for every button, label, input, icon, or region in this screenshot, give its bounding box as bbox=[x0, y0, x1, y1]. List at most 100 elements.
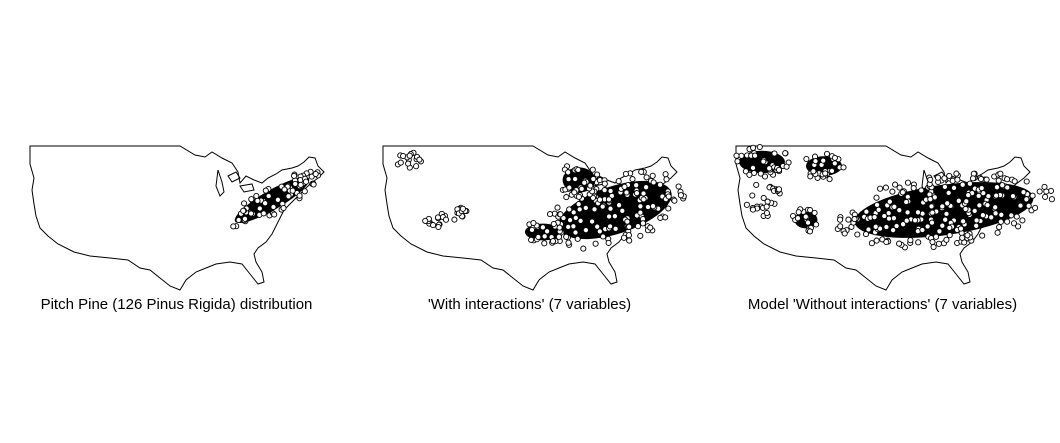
open-circle-marker bbox=[939, 222, 946, 229]
open-circle-marker bbox=[749, 192, 756, 199]
open-circle-marker bbox=[883, 238, 890, 246]
open-circle-marker bbox=[563, 194, 570, 201]
open-circle-marker bbox=[934, 174, 942, 181]
open-circle-marker bbox=[943, 210, 950, 217]
open-circle-marker bbox=[572, 175, 579, 183]
open-circle-marker bbox=[575, 193, 582, 200]
open-circle-marker bbox=[979, 232, 986, 239]
open-circle-marker bbox=[914, 209, 922, 216]
open-circle-marker bbox=[903, 198, 910, 206]
open-circle-marker bbox=[570, 223, 577, 230]
open-circle-marker bbox=[566, 206, 573, 213]
open-circle-marker bbox=[571, 189, 578, 196]
open-circle-marker bbox=[615, 178, 622, 185]
open-circle-marker bbox=[1029, 192, 1036, 199]
open-circle-marker bbox=[289, 187, 296, 194]
open-circle-marker bbox=[640, 196, 647, 203]
open-circle-marker bbox=[1036, 188, 1043, 195]
open-circle-marker bbox=[1042, 193, 1049, 200]
open-circle-marker bbox=[756, 143, 763, 151]
open-circle-marker bbox=[530, 219, 537, 227]
open-circle-marker bbox=[601, 187, 608, 194]
open-circle-marker bbox=[871, 214, 878, 221]
open-circle-marker bbox=[997, 218, 1004, 225]
open-circle-marker bbox=[828, 167, 836, 174]
open-circle-marker bbox=[885, 210, 892, 217]
open-circle-marker bbox=[633, 190, 640, 197]
open-circle-marker bbox=[1004, 218, 1011, 225]
open-circle-marker bbox=[733, 152, 740, 159]
prediction-points bbox=[394, 149, 687, 252]
open-circle-marker bbox=[930, 243, 937, 251]
open-circle-marker bbox=[872, 223, 879, 230]
open-circle-marker bbox=[575, 201, 582, 208]
open-circle-marker bbox=[837, 223, 844, 230]
open-circle-marker bbox=[634, 223, 642, 230]
open-circle-marker bbox=[605, 239, 612, 246]
open-circle-marker bbox=[270, 203, 277, 211]
open-circle-marker bbox=[965, 192, 972, 199]
open-circle-marker bbox=[760, 194, 767, 202]
great-lake-outline bbox=[239, 183, 255, 193]
open-circle-marker bbox=[749, 206, 757, 213]
open-circle-marker bbox=[840, 164, 847, 171]
open-circle-marker bbox=[459, 205, 466, 212]
prediction-points bbox=[733, 143, 1055, 251]
map-without-interactions bbox=[733, 143, 1055, 291]
open-circle-marker bbox=[946, 232, 953, 239]
open-circle-marker bbox=[929, 238, 936, 246]
open-circle-marker bbox=[899, 189, 906, 196]
open-circle-marker bbox=[928, 203, 935, 210]
map-with-interactions bbox=[382, 145, 687, 291]
open-circle-marker bbox=[960, 218, 967, 225]
panel-with-interactions: 'With interactions' (7 variables) bbox=[353, 0, 706, 443]
open-circle-marker bbox=[883, 223, 890, 231]
open-circle-marker bbox=[997, 170, 1004, 177]
open-circle-marker bbox=[302, 178, 310, 185]
open-circle-marker bbox=[611, 213, 618, 220]
open-circle-marker bbox=[574, 235, 581, 242]
open-circle-marker bbox=[882, 184, 889, 191]
open-circle-marker bbox=[565, 176, 572, 183]
open-circle-marker bbox=[570, 209, 577, 216]
open-circle-marker bbox=[281, 186, 288, 193]
open-circle-marker bbox=[565, 169, 572, 176]
open-circle-marker bbox=[851, 216, 858, 223]
open-circle-marker bbox=[890, 215, 897, 222]
open-circle-marker bbox=[607, 187, 614, 195]
open-circle-marker bbox=[430, 222, 437, 229]
open-circle-marker bbox=[969, 175, 977, 182]
open-circle-marker bbox=[992, 210, 999, 217]
open-circle-marker bbox=[900, 221, 907, 228]
open-circle-marker bbox=[795, 209, 802, 216]
open-circle-marker bbox=[746, 171, 753, 178]
open-circle-marker bbox=[625, 232, 632, 239]
open-circle-marker bbox=[451, 216, 458, 223]
open-circle-marker bbox=[565, 239, 572, 246]
great-lake-outline bbox=[227, 171, 241, 183]
us-boundary bbox=[29, 145, 325, 291]
open-circle-marker bbox=[953, 170, 960, 177]
open-circle-marker bbox=[235, 216, 242, 224]
open-circle-marker bbox=[622, 170, 629, 177]
open-circle-marker bbox=[637, 203, 644, 210]
open-circle-marker bbox=[753, 181, 760, 188]
caption-with-interactions: 'With interactions' (7 variables) bbox=[427, 296, 632, 313]
open-circle-marker bbox=[978, 185, 985, 192]
open-circle-marker bbox=[589, 166, 596, 173]
open-circle-marker bbox=[657, 214, 664, 221]
open-circle-marker bbox=[892, 181, 899, 188]
open-circle-marker bbox=[936, 228, 943, 235]
open-circle-marker bbox=[626, 223, 633, 230]
open-circle-marker bbox=[760, 158, 767, 165]
open-circle-marker bbox=[771, 150, 778, 157]
us-outline-map bbox=[29, 145, 325, 291]
open-circle-marker bbox=[845, 216, 852, 223]
open-circle-marker bbox=[775, 186, 783, 193]
open-circle-marker bbox=[928, 219, 936, 226]
open-circle-marker bbox=[890, 227, 897, 234]
open-circle-marker bbox=[594, 223, 601, 230]
open-circle-marker bbox=[766, 165, 773, 172]
open-circle-marker bbox=[577, 217, 584, 224]
open-circle-marker bbox=[757, 170, 764, 177]
